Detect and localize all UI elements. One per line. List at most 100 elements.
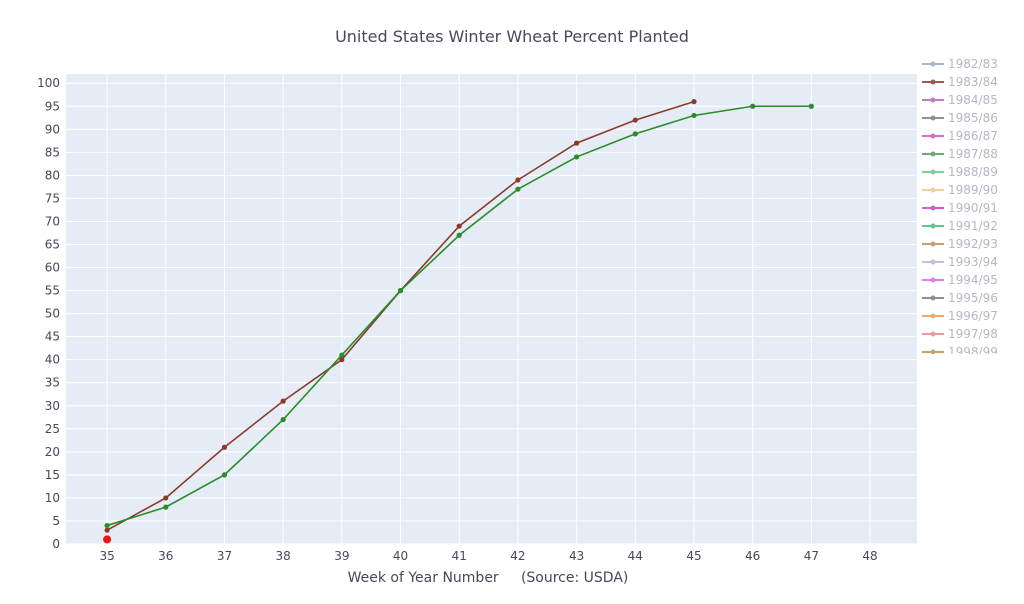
y-tick-label: 15 xyxy=(45,468,60,482)
legend-item[interactable]: 1993/94 xyxy=(922,255,998,269)
legend-item[interactable]: 1994/95 xyxy=(922,273,998,287)
legend-item[interactable]: 1995/96 xyxy=(922,291,998,305)
data-point xyxy=(163,504,169,510)
legend-label: 1983/84 xyxy=(948,75,998,89)
data-point xyxy=(104,527,110,533)
y-tick-label: 20 xyxy=(45,445,60,459)
data-point xyxy=(397,287,404,294)
data-point xyxy=(221,444,228,450)
data-point xyxy=(632,117,638,123)
legend-swatch-marker xyxy=(930,259,936,265)
legend-label: 1995/96 xyxy=(948,291,998,305)
legend-swatch-marker xyxy=(930,277,936,283)
legend-item[interactable]: 1983/84 xyxy=(922,75,998,89)
data-point xyxy=(515,186,521,192)
x-tick-label: 39 xyxy=(334,549,349,563)
data-point xyxy=(280,416,286,423)
y-tick-label: 50 xyxy=(45,307,60,321)
legend-swatch-marker xyxy=(930,169,936,175)
y-tick-label: 40 xyxy=(45,353,60,367)
y-tick-label: 60 xyxy=(45,261,60,275)
data-point xyxy=(456,223,462,229)
legend-label: 1994/95 xyxy=(948,273,998,287)
y-tick-label: 70 xyxy=(45,214,60,228)
data-point xyxy=(574,154,580,160)
legend-label: 1993/94 xyxy=(948,255,998,269)
series-layer xyxy=(103,99,814,544)
legend-swatch-marker xyxy=(930,223,936,229)
legend[interactable]: 1982/83 1983/84 1984/85 1985/86 1986/87 1987/… xyxy=(922,57,998,359)
x-tick-label: 40 xyxy=(393,549,408,563)
x-tick-label: 41 xyxy=(452,549,467,563)
legend-label: 1996/97 xyxy=(948,309,998,323)
x-tick-label: 35 xyxy=(99,549,114,563)
data-point xyxy=(691,99,697,105)
x-tick-label: 36 xyxy=(158,549,173,563)
data-point xyxy=(339,352,345,358)
legend-swatch-marker xyxy=(930,331,936,337)
y-tick-label: 85 xyxy=(45,145,60,159)
legend-label: 1991/92 xyxy=(948,219,998,233)
data-point xyxy=(339,357,345,363)
legend-item[interactable]: 1997/98 xyxy=(922,327,998,341)
legend-swatch-marker xyxy=(930,133,936,139)
legend-label: 1989/90 xyxy=(948,183,998,197)
y-tick-label: 55 xyxy=(45,284,60,298)
legend-item[interactable]: 1990/91 xyxy=(922,201,998,215)
legend-label: 1982/83 xyxy=(948,57,998,71)
y-tick-label: 5 xyxy=(52,514,60,528)
legend-item[interactable]: 1985/86 xyxy=(922,111,998,125)
legend-item[interactable]: 1988/89 xyxy=(922,165,998,179)
y-tick-label: 45 xyxy=(45,330,60,344)
data-point xyxy=(221,472,228,478)
legend-swatch-marker xyxy=(930,61,936,67)
y-tick-label: 95 xyxy=(45,99,60,113)
legend-swatch-marker xyxy=(930,349,936,354)
x-tick-label: 37 xyxy=(217,549,232,563)
x-tick-label: 45 xyxy=(686,549,701,563)
legend-swatch-marker xyxy=(930,295,936,301)
legend-item[interactable]: 1984/85 xyxy=(922,93,998,107)
data-point xyxy=(103,535,112,544)
data-point xyxy=(808,103,814,109)
legend-swatch-marker xyxy=(930,187,936,193)
data-point xyxy=(750,103,756,109)
data-point xyxy=(163,495,169,501)
legend-swatch-marker xyxy=(930,97,936,103)
y-tick-label: 75 xyxy=(45,191,60,205)
y-tick-label: 90 xyxy=(45,122,60,136)
x-tick-label: 44 xyxy=(628,549,643,563)
legend-item[interactable]: 1992/93 xyxy=(922,237,998,251)
y-tick-label: 35 xyxy=(45,376,60,390)
data-point xyxy=(632,131,638,137)
legend-item[interactable]: 1987/88 xyxy=(922,147,998,161)
legend-swatch-marker xyxy=(930,241,936,247)
legend-swatch-marker xyxy=(930,115,936,121)
legend-item[interactable]: 1986/87 xyxy=(922,129,998,143)
legend-item[interactable]: 1982/83 xyxy=(922,57,998,71)
data-point xyxy=(456,232,462,238)
legend-label: 1992/93 xyxy=(948,237,998,251)
data-point xyxy=(104,522,110,529)
legend-label: 1986/87 xyxy=(948,129,998,143)
y-tick-label: 0 xyxy=(52,537,60,551)
series-2 xyxy=(103,535,112,544)
legend-item[interactable]: 1996/97 xyxy=(922,309,998,323)
x-axis-label: Week of Year Number (Source: USDA) xyxy=(348,570,629,586)
data-point xyxy=(280,398,286,404)
legend-swatch-marker xyxy=(930,79,936,85)
x-tick-label: 42 xyxy=(510,549,525,563)
y-tick-label: 30 xyxy=(45,399,60,413)
legend-label: 1984/85 xyxy=(948,93,998,107)
x-tick-label: 47 xyxy=(804,549,819,563)
x-axis-ticks: 35 36 37 38 39 40 41 42 43 44 45 46 47 48 xyxy=(99,549,877,563)
legend-label: 1997/98 xyxy=(948,327,998,341)
y-tick-label: 10 xyxy=(45,491,60,505)
data-point xyxy=(691,112,697,119)
data-point xyxy=(515,177,521,183)
x-tick-label: 48 xyxy=(862,549,877,563)
legend-swatch-marker xyxy=(930,151,936,157)
legend-item[interactable]: 1998/99 xyxy=(922,345,998,359)
legend-item[interactable]: 1991/92 xyxy=(922,219,998,233)
legend-item[interactable]: 1989/90 xyxy=(922,183,998,197)
